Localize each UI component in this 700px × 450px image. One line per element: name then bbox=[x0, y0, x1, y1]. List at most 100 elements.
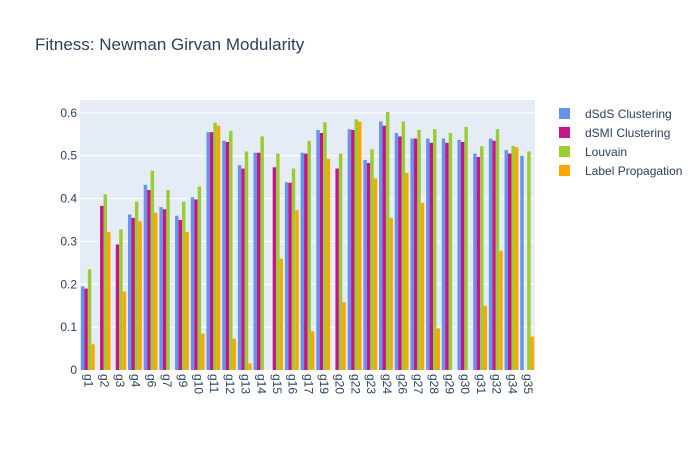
bar-g27-series-4 bbox=[420, 202, 425, 370]
y-tick-label: 0 bbox=[70, 363, 77, 377]
y-axis-ticks: 0 0.1 0.2 0.3 0.4 0.5 0.6 bbox=[60, 106, 77, 377]
x-tick-label: g11 bbox=[207, 374, 221, 393]
bar-g31-series-4 bbox=[483, 305, 487, 370]
y-tick-label: 0.6 bbox=[60, 106, 77, 120]
x-tick-label: g34 bbox=[505, 374, 519, 394]
bar-g22-series-2 bbox=[351, 130, 355, 370]
bar-g9-series-4 bbox=[185, 232, 189, 370]
bar-g32-series-1 bbox=[488, 138, 493, 370]
bar-g17-series-1 bbox=[300, 152, 305, 370]
bar-g17-series-4 bbox=[310, 331, 315, 370]
bar-g4-series-4 bbox=[138, 221, 142, 370]
bar-g3-series-4 bbox=[122, 291, 127, 370]
bar-g10-series-2 bbox=[194, 199, 198, 370]
bar-g30-series-3 bbox=[464, 127, 468, 370]
bar-g11-series-2 bbox=[209, 132, 214, 370]
x-tick-label: g4 bbox=[129, 374, 143, 388]
x-tick-label: g28 bbox=[427, 374, 441, 394]
bar-g2-series-4 bbox=[106, 232, 111, 370]
y-tick-label: 0.5 bbox=[60, 149, 77, 163]
bar-g19-series-1 bbox=[316, 130, 320, 370]
x-tick-label: g30 bbox=[458, 374, 472, 394]
bar-g22-series-1 bbox=[347, 129, 352, 370]
x-tick-label: g6 bbox=[144, 374, 158, 388]
x-tick-label: g22 bbox=[348, 374, 362, 394]
bar-g23-series-4 bbox=[373, 178, 378, 370]
legend[interactable]: dSdS Clustering dSMI Clustering Louvain Lab… bbox=[559, 107, 682, 178]
bar-g26-series-1 bbox=[394, 133, 399, 370]
bar-g14-series-3 bbox=[260, 136, 264, 370]
bar-g17-series-2 bbox=[304, 153, 308, 370]
bar-g34-series-3 bbox=[511, 145, 515, 370]
bar-g12-series-1 bbox=[222, 140, 226, 370]
x-tick-label: g7 bbox=[160, 374, 174, 388]
bar-g9-series-1 bbox=[175, 215, 179, 370]
bar-g28-series-1 bbox=[426, 138, 430, 370]
bar-g23-series-2 bbox=[366, 163, 371, 370]
x-axis-ticks: g1 g2 g3 g4 g6 g7 g9 g10 g11 g12 g13 g14 g15 g16 g17 g1… bbox=[82, 374, 535, 394]
bar-g26-series-3 bbox=[401, 121, 406, 370]
legend-swatch bbox=[559, 127, 570, 138]
bar-g9-series-3 bbox=[181, 201, 186, 370]
y-tick-label: 0.2 bbox=[60, 277, 77, 291]
bar-g28-series-2 bbox=[429, 142, 434, 370]
bar-g31-series-3 bbox=[480, 146, 484, 370]
bar-g3-series-2 bbox=[115, 244, 120, 370]
bar-g32-series-4 bbox=[499, 250, 503, 370]
bar-g19-series-3 bbox=[323, 122, 327, 371]
x-tick-label: g24 bbox=[380, 374, 394, 394]
bar-g6-series-1 bbox=[143, 184, 148, 370]
x-tick-label: g29 bbox=[443, 374, 457, 394]
bar-g13-series-2 bbox=[241, 168, 245, 370]
x-tick-label: g27 bbox=[411, 374, 425, 394]
bar-g23-series-3 bbox=[370, 149, 374, 370]
legend-item[interactable]: dSMI Clustering bbox=[559, 126, 670, 140]
bar-g12-series-4 bbox=[232, 338, 236, 370]
legend-swatch bbox=[559, 165, 570, 176]
bar-g20-series-2 bbox=[335, 168, 339, 370]
bar-g17-series-3 bbox=[307, 140, 311, 370]
bar-g16-series-1 bbox=[284, 182, 289, 370]
x-tick-label: g9 bbox=[176, 374, 190, 388]
bar-g24-series-3 bbox=[385, 112, 390, 370]
bar-g34-series-1 bbox=[504, 150, 509, 370]
bar-g14-series-1 bbox=[253, 152, 257, 370]
bar-g15-series-3 bbox=[276, 153, 280, 370]
bar-g16-series-3 bbox=[291, 168, 296, 370]
bar-g4-series-3 bbox=[134, 201, 139, 370]
chart-title: Fitness: Newman Girvan Modularity bbox=[35, 35, 305, 54]
bar-g30-series-1 bbox=[457, 139, 461, 370]
bar-g4-series-2 bbox=[131, 217, 135, 370]
bar-g35-series-3 bbox=[527, 151, 531, 370]
bar-g7-series-1 bbox=[159, 207, 163, 370]
legend-item[interactable]: dSdS Clustering bbox=[559, 107, 672, 121]
bar-g29-series-3 bbox=[448, 133, 453, 370]
bar-g20-series-4 bbox=[342, 302, 346, 370]
bar-g10-series-1 bbox=[190, 197, 195, 370]
bars bbox=[80, 112, 535, 371]
bar-g19-series-2 bbox=[319, 133, 324, 370]
bar-g4-series-1 bbox=[128, 214, 132, 370]
bar-g2-series-2 bbox=[100, 205, 104, 370]
legend-label: Louvain bbox=[585, 145, 627, 159]
x-tick-label: g19 bbox=[317, 374, 331, 394]
x-tick-label: g1 bbox=[82, 374, 96, 388]
legend-label: dSMI Clustering bbox=[585, 126, 670, 140]
bar-g2-series-3 bbox=[103, 194, 107, 370]
bar-g28-series-3 bbox=[433, 129, 437, 370]
bar-g20-series-3 bbox=[338, 153, 343, 370]
legend-item[interactable]: Louvain bbox=[559, 145, 627, 159]
x-tick-label: g23 bbox=[364, 374, 378, 394]
y-tick-label: 0.1 bbox=[60, 320, 77, 334]
legend-item[interactable]: Label Propagation bbox=[559, 164, 682, 178]
y-tick-label: 0.3 bbox=[60, 234, 77, 248]
legend-label: dSdS Clustering bbox=[585, 107, 672, 121]
x-tick-label: g14 bbox=[254, 374, 268, 394]
bar-g16-series-2 bbox=[288, 182, 292, 370]
bar-g3-series-3 bbox=[119, 229, 123, 370]
bar-g9-series-2 bbox=[178, 220, 182, 370]
bar-g28-series-4 bbox=[436, 328, 440, 370]
x-tick-label: g35 bbox=[521, 374, 535, 394]
bar-g12-series-3 bbox=[229, 130, 233, 370]
